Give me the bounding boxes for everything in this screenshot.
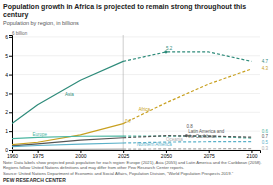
x-tick: 2025 [118,150,129,159]
x-tick: 1975 [33,150,44,159]
text-line: Regions follow United Nations definition… [3,165,184,170]
y-tick-mark [9,75,12,76]
y-tick-mark [9,131,12,132]
y-tick-mark [9,150,12,151]
series-line [12,143,123,147]
title: Population growth in Africa is projected… [3,3,246,19]
annotation: 4.7 [262,59,269,64]
note: Note: Data labels show projected peak po… [3,160,262,170]
y-tick: 6 [5,34,12,40]
text-line: the Caribbean [188,135,217,140]
y-axis: 0 1 2 3 4 5 6 [5,34,12,153]
grid-line [12,93,260,94]
text-line: century [3,11,28,19]
grid-line [12,74,260,75]
y-tick-label: 2 [5,109,8,115]
annotation: 4.3 [262,66,269,71]
annotation: Oceania [166,137,183,142]
text-line: Population growth in Africa is projected… [3,3,246,11]
grid-line [12,112,260,113]
series-line [123,52,251,61]
text-line: Source: United Nations Department of Eco… [3,171,234,176]
x-tick: 1960 [7,150,18,159]
y-tick-label: 4 [5,72,8,78]
source: Source: United Nations Department of Eco… [3,171,234,176]
grid [12,37,260,150]
series-line [123,69,251,124]
series-line [123,148,251,150]
x-tick-label: 2075 [204,153,215,159]
x-tick: 2050 [161,150,172,159]
y-tick-label: 6 [5,34,8,40]
x-tick-label: 1975 [33,153,44,159]
annotation: Northern America [137,142,173,147]
annotation: Asia [65,92,74,97]
y-tick-mark [9,93,12,94]
y-axis-line [9,36,13,151]
grid-line [12,36,260,37]
annotation: Latin America andthe Caribbean [188,130,225,140]
y-tick: 4 [5,72,12,78]
y-tick-label: 5 [5,53,8,59]
y-tick-label: 1 [5,128,8,134]
x-tick-label: 2025 [118,153,129,159]
y-tick-mark [9,112,12,113]
y-tick: 0 [5,147,12,153]
x-tick-label: 2000 [75,153,86,159]
x-tick-label: 1960 [7,153,18,159]
footer: PEW RESEARCH CENTER [3,177,66,183]
x-axis: 1960 1975 2000 2025 2050 2075 2100 [7,150,261,159]
subtitle: Population by region, in billions [3,20,79,26]
y-tick-label: 3 [5,91,8,97]
annotation: 6 billion [12,31,28,36]
annotation: 0.6 [262,129,269,134]
plot-area [12,35,251,150]
annotation: 0.5 [262,140,269,145]
y-tick: 3 [5,91,12,97]
annotation: Europe [33,132,48,137]
x-tick-label: 2100 [246,153,257,159]
y-tick-label: 0 [5,147,8,153]
x-tick: 2000 [75,150,86,159]
annotation: 0.8 [186,124,193,129]
y-tick: 1 [5,128,12,134]
annotation: 5.2 [166,46,173,51]
x-tick-label: 2050 [161,153,172,159]
x-tick: 2075 [204,150,215,159]
y-tick-mark [9,56,12,57]
annotation: 0.7 [262,134,269,139]
y-tick: 2 [5,109,12,115]
y-tick-mark [9,37,12,38]
annotation: 0.3 [262,146,269,151]
y-tick: 5 [5,53,12,59]
annotations: 6 billion Asia Africa Europe Northern Americ… [12,31,268,151]
annotation: 0.7 [125,119,132,124]
x-axis-line [13,151,261,154]
x-tick: 2100 [246,150,257,159]
series-line [12,61,123,123]
series-line [12,138,123,146]
series-line [12,149,123,150]
chart: Population growth in Africa is projected… [0,0,273,185]
annotation: Africa [139,107,151,112]
divider-line [123,35,124,150]
